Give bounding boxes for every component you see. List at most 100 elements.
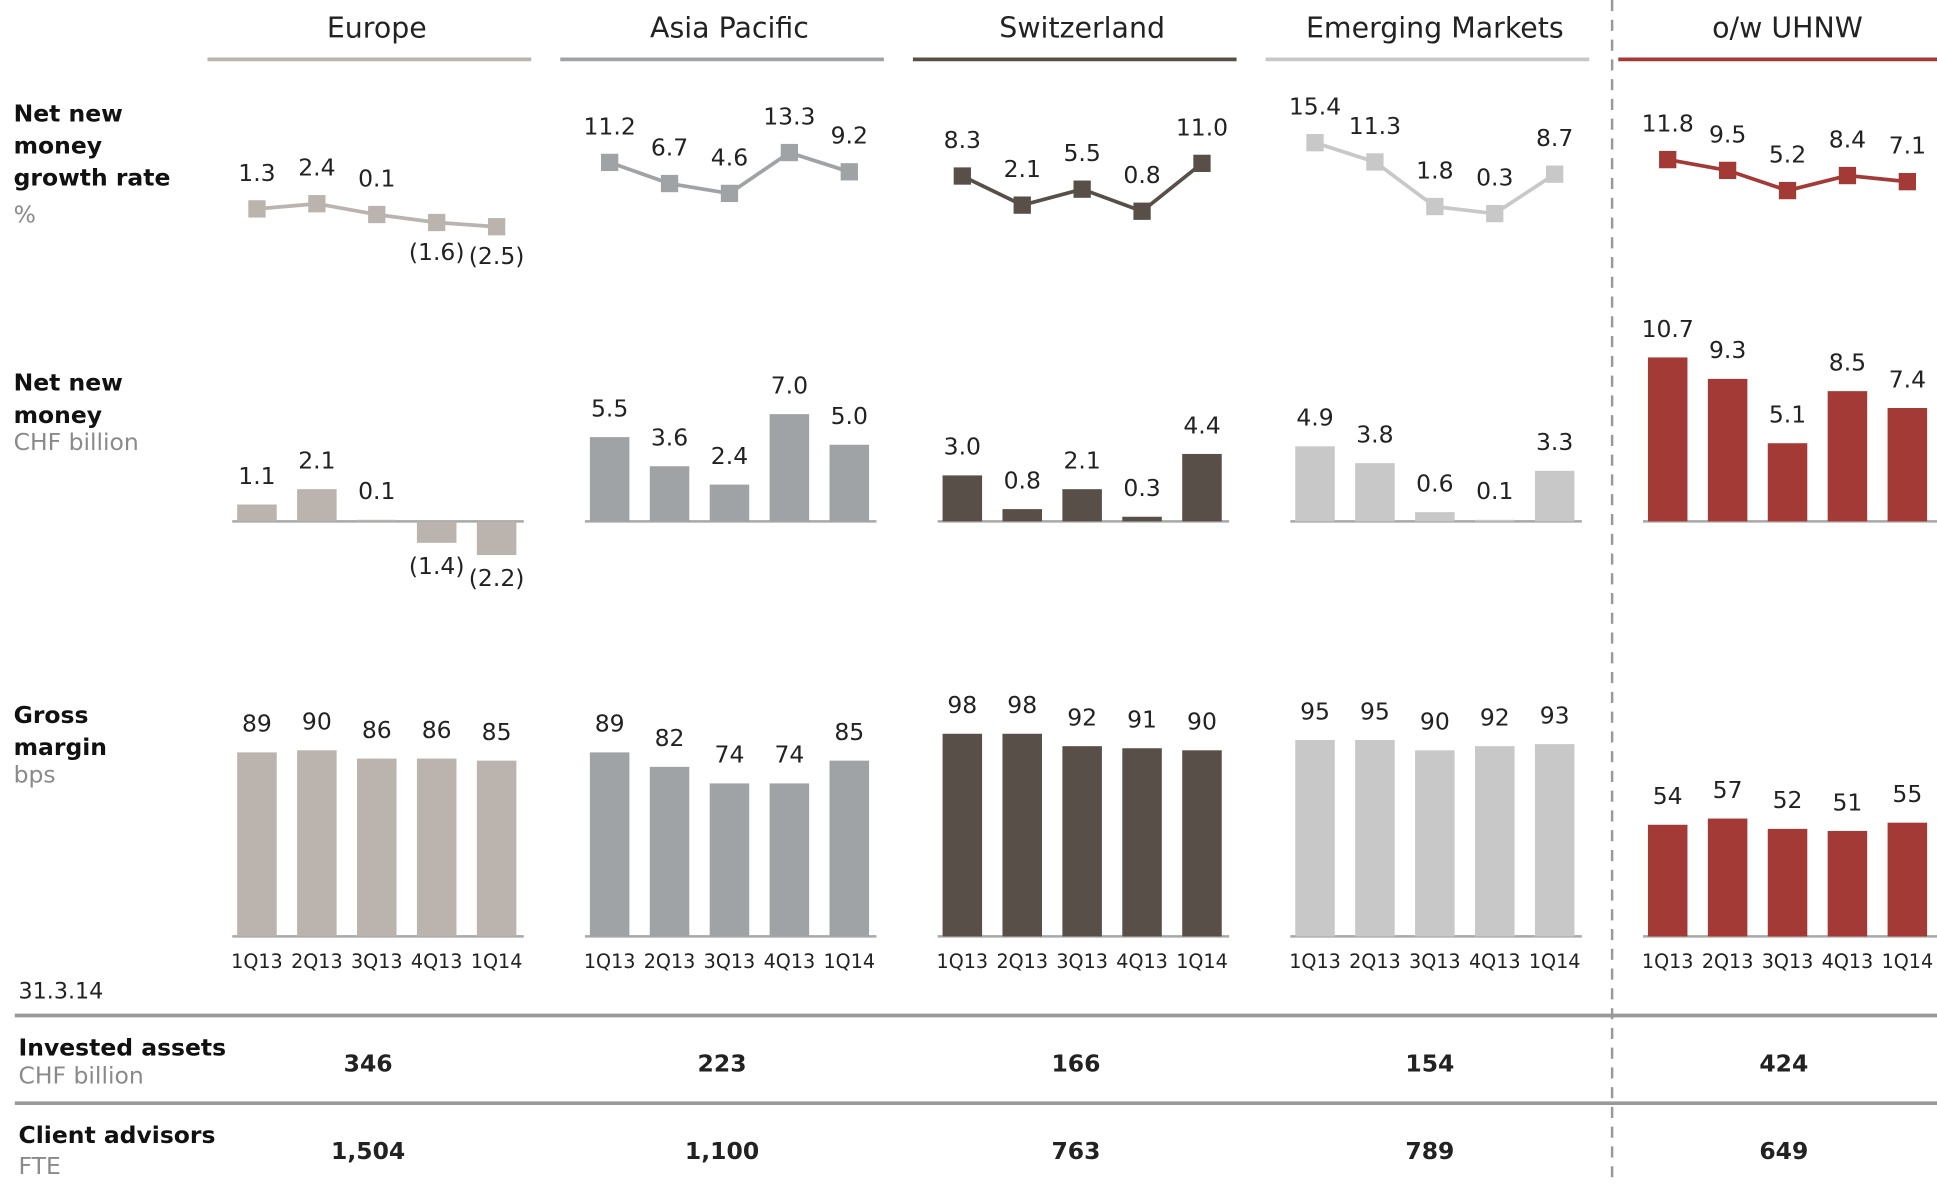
value-label: 2.4 [298, 154, 335, 182]
value-label: 95 [1360, 697, 1390, 725]
value-label: 15.4 [1289, 93, 1341, 121]
value-label: 52 [1773, 786, 1803, 814]
value-label: 7.0 [771, 371, 808, 399]
bar [416, 521, 457, 543]
x-tick-label: 1Q13 [1642, 950, 1694, 973]
value-label: 89 [242, 710, 272, 738]
bar [1707, 818, 1748, 937]
growth-point [308, 195, 326, 213]
bar [237, 504, 277, 522]
bar [1647, 357, 1688, 522]
value-label: 9.5 [1709, 120, 1746, 148]
bar [1827, 391, 1868, 522]
value-label: 11.3 [1349, 112, 1401, 140]
table-value: 649 [1759, 1137, 1808, 1165]
growth-point [720, 184, 739, 203]
growth-point [248, 200, 266, 218]
value-label: 90 [1420, 708, 1450, 736]
growth-point [660, 174, 679, 193]
growth-point [428, 213, 446, 232]
value-label: 5.5 [591, 394, 628, 422]
x-tick-label: 2Q13 [644, 950, 696, 973]
value-label: 2.1 [298, 447, 335, 475]
growth-point [487, 218, 506, 236]
value-label: 11.0 [1176, 113, 1228, 141]
value-label: 0.1 [358, 164, 395, 192]
value-label: 11.2 [584, 112, 636, 140]
x-tick-label: 2Q13 [1349, 950, 1401, 973]
bar [1295, 446, 1335, 522]
bar [1182, 453, 1222, 522]
growth-point [1193, 154, 1211, 172]
table-label: Client advisors [19, 1121, 216, 1149]
value-label: 7.1 [1889, 132, 1926, 160]
value-label: 9.2 [831, 122, 868, 150]
panel-title: o/w UHNW [1712, 12, 1863, 45]
value-label: 0.6 [1416, 469, 1453, 497]
x-tick-label: 3Q13 [351, 950, 403, 973]
x-tick-label: 3Q13 [1409, 950, 1461, 973]
value-label: 9.3 [1709, 336, 1746, 364]
table-value: 166 [1051, 1049, 1100, 1077]
bar [649, 766, 690, 937]
x-tick-label: 1Q14 [471, 950, 523, 973]
x-tick-label: 4Q13 [411, 950, 463, 973]
value-label: 82 [655, 724, 685, 752]
bar [357, 758, 397, 937]
value-label: 85 [482, 718, 512, 746]
x-tick-label: 1Q14 [1882, 950, 1934, 973]
bar [476, 760, 517, 937]
bar [1474, 519, 1515, 522]
bar [357, 519, 397, 522]
growth-point [1838, 166, 1857, 185]
x-tick-label: 4Q13 [764, 950, 816, 973]
value-label: 0.3 [1123, 474, 1160, 502]
value-label: 5.0 [831, 402, 868, 430]
value-label: 10.7 [1642, 315, 1694, 343]
bar [769, 783, 810, 937]
value-label: 2.4 [711, 442, 748, 470]
row-label: growth rate [14, 164, 171, 192]
x-tick-label: 1Q13 [1289, 950, 1341, 973]
bar [709, 484, 750, 522]
value-label: 7.4 [1889, 365, 1926, 393]
row-label: Net new [14, 369, 123, 397]
value-label: 0.8 [1004, 466, 1041, 494]
table-value: 1,100 [685, 1137, 759, 1165]
growth-point [1718, 161, 1737, 180]
x-tick-label: 3Q13 [1762, 950, 1814, 973]
x-tick-label: 4Q13 [1822, 950, 1874, 973]
value-label: 55 [1892, 780, 1922, 808]
panel-title: Asia Pacific [650, 12, 809, 45]
growth-point [1898, 173, 1916, 191]
value-label: 5.1 [1769, 401, 1806, 429]
table-unit: FTE [19, 1152, 61, 1180]
growth-point [1306, 134, 1324, 152]
x-tick-label: 1Q13 [937, 950, 989, 973]
row-unit: bps [14, 760, 56, 788]
growth-point [780, 143, 799, 162]
x-tick-label: 4Q13 [1469, 950, 1521, 973]
value-label: 3.8 [1356, 420, 1393, 448]
row-label: margin [14, 733, 107, 761]
growth-point [1486, 204, 1504, 223]
value-label: (2.2) [469, 564, 525, 592]
bar [1534, 470, 1575, 522]
bar [589, 437, 630, 522]
value-label: 57 [1713, 776, 1743, 804]
growth-point [1073, 180, 1091, 198]
value-label: 11.8 [1642, 110, 1694, 138]
value-label: 95 [1300, 697, 1330, 725]
growth-point [600, 153, 619, 172]
bar [1887, 407, 1928, 522]
value-label: 1.1 [238, 462, 275, 490]
x-tick-label: 1Q14 [1176, 950, 1228, 973]
bar [942, 475, 983, 522]
bar [1887, 822, 1928, 937]
table-value: 1,504 [331, 1137, 405, 1165]
bar [1355, 739, 1395, 937]
row-label: Gross [14, 701, 89, 729]
bar [942, 733, 983, 937]
bar [1827, 830, 1868, 937]
bar [1122, 516, 1162, 522]
